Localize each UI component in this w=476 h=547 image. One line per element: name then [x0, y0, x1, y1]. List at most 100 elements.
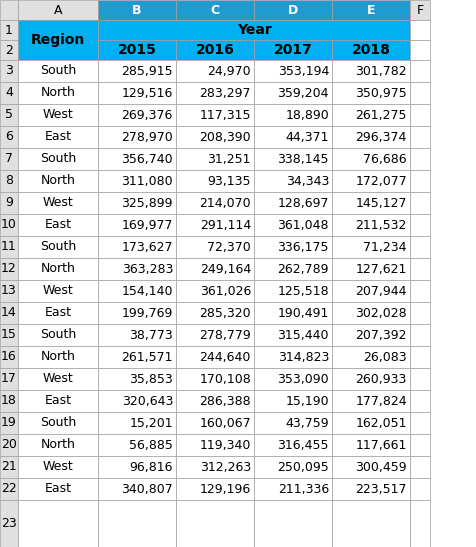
Text: 15,201: 15,201 [129, 416, 173, 429]
Text: 172,077: 172,077 [355, 174, 407, 188]
Bar [0, 280, 18, 302]
Bar [98, 390, 176, 412]
Bar [176, 214, 254, 236]
Text: 199,769: 199,769 [122, 306, 173, 319]
Text: 16: 16 [1, 351, 17, 364]
Text: 162,051: 162,051 [356, 416, 407, 429]
Bar [18, 456, 98, 478]
Bar [332, 40, 410, 60]
Bar [0, 0, 18, 20]
Bar [98, 500, 176, 547]
Bar [18, 368, 98, 390]
Text: 315,440: 315,440 [278, 329, 329, 341]
Bar [0, 40, 18, 60]
Text: South: South [40, 241, 76, 253]
Bar [254, 82, 332, 104]
Text: 325,899: 325,899 [121, 196, 173, 210]
Bar [176, 478, 254, 500]
Bar [0, 126, 18, 148]
Text: 3: 3 [5, 65, 13, 78]
Text: 261,275: 261,275 [356, 108, 407, 121]
Text: 286,388: 286,388 [199, 394, 251, 408]
Text: 12: 12 [1, 263, 17, 276]
Bar [176, 148, 254, 170]
Bar [332, 0, 410, 20]
Bar [254, 500, 332, 547]
Text: 23: 23 [1, 517, 17, 530]
Text: 211,532: 211,532 [356, 218, 407, 231]
Bar [0, 500, 18, 547]
Bar [410, 60, 430, 82]
Text: 338,145: 338,145 [278, 153, 329, 166]
Bar [176, 236, 254, 258]
Bar [0, 60, 18, 82]
Text: 18: 18 [1, 394, 17, 408]
Text: 93,135: 93,135 [208, 174, 251, 188]
Text: 261,571: 261,571 [121, 351, 173, 364]
Text: 278,779: 278,779 [199, 329, 251, 341]
Bar [18, 478, 98, 500]
Text: 278,970: 278,970 [121, 131, 173, 143]
Text: 19: 19 [1, 416, 17, 429]
Text: 31,251: 31,251 [208, 153, 251, 166]
Bar [176, 40, 254, 60]
Bar [0, 302, 18, 324]
Text: East: East [44, 131, 71, 143]
Bar [98, 126, 176, 148]
Bar [410, 368, 430, 390]
Bar [18, 500, 98, 547]
Text: 2017: 2017 [274, 43, 312, 57]
Bar [332, 148, 410, 170]
Text: 2: 2 [5, 44, 13, 56]
Text: 296,374: 296,374 [356, 131, 407, 143]
Text: 15: 15 [1, 329, 17, 341]
Bar [254, 368, 332, 390]
Bar [18, 236, 98, 258]
Text: East: East [44, 218, 71, 231]
Text: 170,108: 170,108 [199, 373, 251, 386]
Bar [98, 20, 410, 40]
Text: North: North [40, 439, 75, 451]
Bar [254, 0, 332, 20]
Text: 208,390: 208,390 [199, 131, 251, 143]
Bar [98, 302, 176, 324]
Bar [18, 0, 98, 20]
Bar [410, 214, 430, 236]
Bar [18, 258, 98, 280]
Bar [410, 148, 430, 170]
Bar [176, 302, 254, 324]
Text: 6: 6 [5, 131, 13, 143]
Bar [254, 60, 332, 82]
Bar [332, 390, 410, 412]
Text: 24,970: 24,970 [208, 65, 251, 78]
Bar [18, 148, 98, 170]
Bar [0, 104, 18, 126]
Bar [410, 456, 430, 478]
Bar [176, 0, 254, 20]
Text: 2016: 2016 [196, 43, 234, 57]
Bar [332, 236, 410, 258]
Bar [176, 324, 254, 346]
Text: 173,627: 173,627 [121, 241, 173, 253]
Text: 361,048: 361,048 [278, 218, 329, 231]
Bar [410, 500, 430, 547]
Text: 128,697: 128,697 [278, 196, 329, 210]
Text: 154,140: 154,140 [121, 284, 173, 298]
Bar [18, 346, 98, 368]
Text: 117,315: 117,315 [199, 108, 251, 121]
Bar [254, 346, 332, 368]
Bar [98, 258, 176, 280]
Bar [176, 456, 254, 478]
Text: Region: Region [31, 33, 85, 47]
Text: West: West [43, 284, 73, 298]
Text: 18,890: 18,890 [285, 108, 329, 121]
Text: 291,114: 291,114 [200, 218, 251, 231]
Bar [0, 148, 18, 170]
Text: North: North [40, 351, 75, 364]
Bar [0, 434, 18, 456]
Bar [176, 346, 254, 368]
Bar [254, 148, 332, 170]
Bar [410, 20, 430, 40]
Bar [0, 192, 18, 214]
Bar [332, 478, 410, 500]
